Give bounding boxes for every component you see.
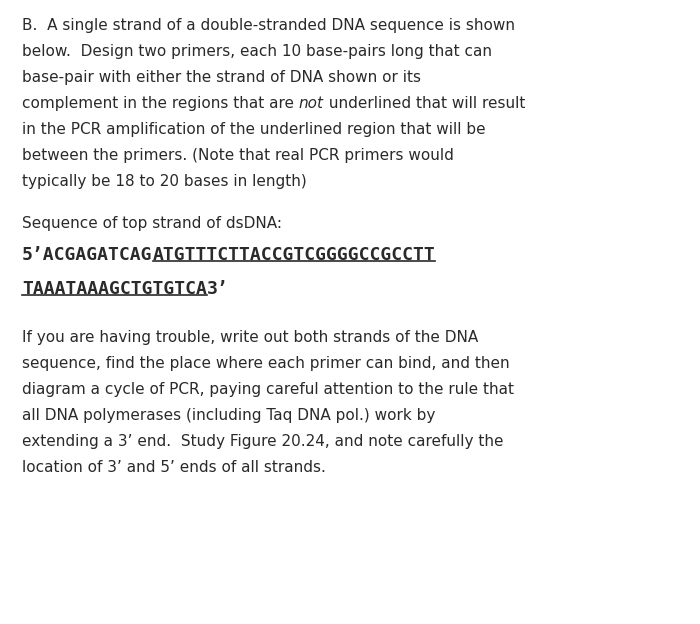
Text: underlined that will result: underlined that will result: [324, 96, 525, 111]
Text: diagram a cycle of PCR, paying careful attention to the rule that: diagram a cycle of PCR, paying careful a…: [22, 382, 514, 397]
Text: base-pair with either the strand of DNA shown or its: base-pair with either the strand of DNA …: [22, 70, 421, 85]
Text: below.  Design two primers, each 10 base-pairs long that can: below. Design two primers, each 10 base-…: [22, 44, 492, 59]
Text: complement in the regions that are: complement in the regions that are: [22, 96, 299, 111]
Text: extending a 3’ end.  Study Figure 20.24, and note carefully the: extending a 3’ end. Study Figure 20.24, …: [22, 434, 503, 449]
Text: not: not: [299, 96, 324, 111]
Text: sequence, find the place where each primer can bind, and then: sequence, find the place where each prim…: [22, 356, 510, 371]
Text: location of 3’ and 5’ ends of all strands.: location of 3’ and 5’ ends of all strand…: [22, 460, 326, 475]
Text: If you are having trouble, write out both strands of the DNA: If you are having trouble, write out bot…: [22, 330, 478, 345]
Text: Sequence of top strand of dsDNA:: Sequence of top strand of dsDNA:: [22, 216, 282, 231]
Text: 3’: 3’: [207, 280, 229, 298]
Text: B.  A single strand of a double-stranded DNA sequence is shown: B. A single strand of a double-stranded …: [22, 18, 515, 33]
Text: typically be 18 to 20 bases in length): typically be 18 to 20 bases in length): [22, 174, 307, 189]
Text: 5’ACGAGATCAG: 5’ACGAGATCAG: [22, 246, 153, 264]
Text: in the PCR amplification of the underlined region that will be: in the PCR amplification of the underlin…: [22, 122, 486, 137]
Text: TAAATAAAGCTGTGTCA: TAAATAAAGCTGTGTCA: [22, 280, 207, 298]
Text: between the primers. (Note that real PCR primers would: between the primers. (Note that real PCR…: [22, 148, 454, 163]
Text: ATGTTTCTTACCGTCGGGGCCGCCTT: ATGTTTCTTACCGTCGGGGCCGCCTT: [153, 246, 435, 264]
Text: all DNA polymerases (including Taq DNA pol.) work by: all DNA polymerases (including Taq DNA p…: [22, 408, 435, 423]
